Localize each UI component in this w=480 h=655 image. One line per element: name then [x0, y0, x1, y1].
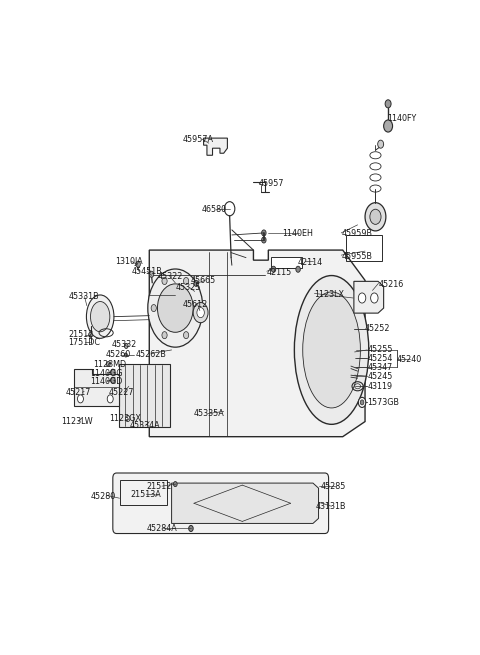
- Polygon shape: [119, 364, 170, 426]
- Text: 1123LX: 1123LX: [314, 290, 345, 299]
- Text: 45957: 45957: [259, 179, 285, 187]
- Bar: [120, 479, 167, 505]
- Text: 46580: 46580: [202, 205, 227, 214]
- Text: 45612: 45612: [183, 300, 208, 309]
- Circle shape: [365, 202, 386, 231]
- Text: 45332: 45332: [111, 341, 137, 349]
- Polygon shape: [74, 369, 119, 406]
- Polygon shape: [149, 250, 365, 437]
- Bar: [271, 257, 302, 269]
- Circle shape: [110, 377, 115, 383]
- Text: 1140FY: 1140FY: [387, 115, 417, 123]
- Circle shape: [183, 278, 189, 284]
- Circle shape: [296, 266, 300, 272]
- Circle shape: [262, 230, 266, 236]
- Circle shape: [162, 278, 167, 284]
- Circle shape: [359, 398, 366, 407]
- Ellipse shape: [303, 292, 360, 408]
- Text: 45322: 45322: [157, 272, 183, 281]
- Text: 1140GG: 1140GG: [91, 369, 123, 378]
- Text: 45255: 45255: [367, 345, 393, 354]
- Circle shape: [225, 202, 235, 215]
- Ellipse shape: [148, 269, 203, 347]
- Circle shape: [197, 308, 204, 318]
- Bar: [347, 235, 382, 261]
- Circle shape: [189, 525, 193, 531]
- Circle shape: [157, 284, 193, 332]
- Text: 43131B: 43131B: [316, 502, 347, 511]
- Text: 43119: 43119: [367, 382, 392, 391]
- Text: 42115: 42115: [267, 268, 292, 277]
- Circle shape: [262, 237, 266, 243]
- Text: 1123GX: 1123GX: [109, 414, 141, 423]
- Circle shape: [360, 400, 364, 405]
- Text: 45665: 45665: [191, 276, 216, 285]
- Circle shape: [124, 343, 128, 348]
- Circle shape: [370, 209, 381, 225]
- Text: 45325: 45325: [176, 283, 202, 292]
- Text: 45957A: 45957A: [183, 135, 214, 143]
- Circle shape: [385, 100, 391, 108]
- Text: 45451B: 45451B: [132, 267, 162, 276]
- Ellipse shape: [86, 295, 114, 339]
- Polygon shape: [172, 483, 319, 523]
- Circle shape: [124, 353, 127, 357]
- Circle shape: [183, 331, 189, 339]
- Circle shape: [151, 305, 156, 312]
- Text: 45334A: 45334A: [129, 421, 160, 430]
- Text: 45216: 45216: [378, 280, 404, 289]
- Text: 45240: 45240: [397, 354, 422, 364]
- Circle shape: [378, 140, 384, 148]
- Circle shape: [384, 120, 393, 132]
- Text: 45335A: 45335A: [194, 409, 225, 418]
- FancyBboxPatch shape: [113, 473, 329, 534]
- Circle shape: [359, 293, 366, 303]
- Text: 45347: 45347: [367, 363, 393, 371]
- Text: 45959B: 45959B: [341, 229, 372, 238]
- Text: 45254: 45254: [367, 354, 393, 362]
- Circle shape: [77, 395, 84, 403]
- Circle shape: [193, 303, 208, 323]
- Text: 45262B: 45262B: [135, 350, 166, 360]
- Circle shape: [271, 266, 276, 272]
- Text: 1140GD: 1140GD: [91, 377, 123, 386]
- Circle shape: [194, 280, 198, 286]
- Polygon shape: [354, 282, 384, 313]
- Text: 21513A: 21513A: [131, 490, 161, 498]
- Text: 45955B: 45955B: [341, 252, 372, 261]
- Text: 45280: 45280: [91, 492, 116, 500]
- Text: 45245: 45245: [367, 371, 393, 381]
- Text: 1123LW: 1123LW: [61, 417, 93, 426]
- Ellipse shape: [294, 276, 369, 424]
- Text: 21512: 21512: [146, 481, 172, 491]
- Circle shape: [125, 415, 130, 422]
- Text: 45260: 45260: [106, 350, 131, 360]
- Text: 1751DC: 1751DC: [68, 339, 100, 347]
- Circle shape: [149, 271, 154, 277]
- Text: 45285: 45285: [321, 481, 346, 491]
- Text: 45217: 45217: [66, 388, 91, 397]
- Circle shape: [107, 362, 110, 367]
- Text: 42114: 42114: [297, 257, 323, 267]
- Circle shape: [107, 395, 113, 403]
- Circle shape: [173, 481, 177, 487]
- Ellipse shape: [91, 301, 110, 332]
- Circle shape: [136, 261, 140, 267]
- Circle shape: [89, 332, 92, 337]
- Text: 45284A: 45284A: [147, 524, 178, 533]
- Text: 1123MD: 1123MD: [94, 360, 127, 369]
- Text: 45227: 45227: [108, 388, 134, 397]
- Polygon shape: [204, 138, 228, 155]
- Circle shape: [194, 305, 200, 312]
- Text: 21512: 21512: [68, 330, 94, 339]
- Text: 45252: 45252: [365, 324, 391, 333]
- Circle shape: [371, 293, 378, 303]
- Text: 1310JA: 1310JA: [115, 257, 143, 266]
- Circle shape: [162, 331, 167, 339]
- Circle shape: [110, 369, 115, 375]
- Text: 1140EH: 1140EH: [282, 229, 312, 238]
- Text: 45331B: 45331B: [68, 292, 99, 301]
- Text: 1573GB: 1573GB: [367, 398, 399, 407]
